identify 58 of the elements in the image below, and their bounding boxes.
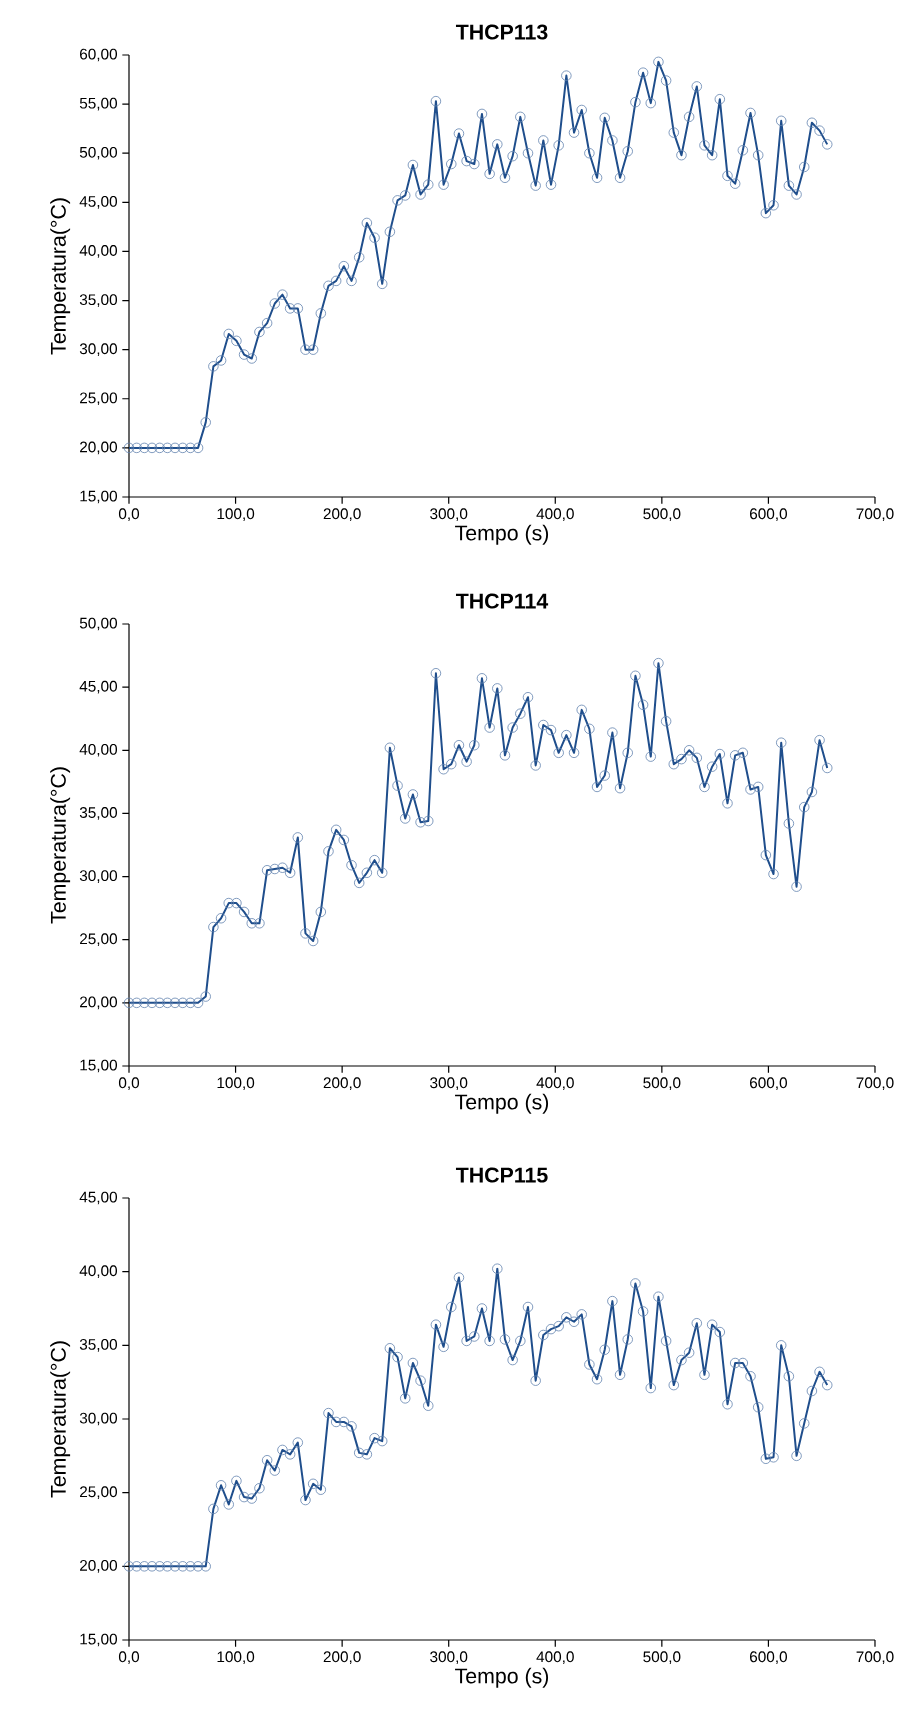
x-tick-label: 200,0 [323,508,361,522]
y-tick-label: 25,00 [80,392,118,406]
x-tick-label: 300,0 [430,1077,468,1091]
x-tick-label: 200,0 [323,1651,361,1665]
y-axis-title: Temperatura(°C) [50,198,71,355]
x-tick-label: 500,0 [643,1651,681,1665]
x-tick-label: 400,0 [536,1077,574,1091]
x-tick-label: 600,0 [750,508,787,522]
y-tick-label: 40,00 [79,1265,118,1278]
x-tick-label: 700,0 [856,1077,894,1091]
y-tick-label: 15,00 [80,1059,118,1073]
x-tick-label: 100,0 [217,1651,255,1665]
x-tick-label: 200,0 [323,1077,361,1091]
x-tick-label: 100,0 [217,508,255,522]
y-axis-title: Temperatura(°C) [50,1341,71,1498]
chart-title: THCP115 [455,1167,548,1183]
y-axis-title: Temperatura(°C) [50,767,71,924]
y-tick-label: 40,00 [79,245,118,258]
x-axis-title: Tempo (s) [455,1667,549,1688]
y-tick-label: 50,00 [79,617,118,631]
x-tick-label: 500,0 [643,1077,681,1091]
y-tick-label: 55,00 [79,97,118,111]
y-tick-label: 15,00 [80,1633,118,1647]
x-tick-label: 0,0 [118,1077,140,1091]
x-tick-label: 0,0 [118,508,140,522]
x-tick-label: 400,0 [536,1651,574,1665]
y-tick-label: 30,00 [79,870,118,883]
x-tick-label: 700,0 [856,1651,894,1665]
x-tick-label: 100,0 [217,1077,255,1091]
y-tick-label: 50,00 [79,146,118,160]
x-tick-label: 500,0 [643,508,681,522]
y-tick-label: 15,00 [80,490,118,504]
x-axis-title: Tempo (s) [455,1093,549,1114]
x-tick-label: 0,0 [118,1651,140,1665]
y-tick-label: 30,00 [79,343,118,356]
chart-title: THCP113 [455,24,548,40]
y-tick-label: 30,00 [79,1412,118,1426]
y-tick-label: 45,00 [79,1191,118,1205]
x-tick-label: 300,0 [430,508,468,522]
x-tick-label: 700,0 [856,508,894,522]
y-tick-label: 35,00 [79,807,118,820]
chart-title: THCP114 [455,593,549,609]
y-tick-label: 35,00 [79,294,118,307]
x-tick-label: 400,0 [536,508,574,522]
y-tick-label: 40,00 [79,743,118,757]
x-axis-title: Tempo (s) [455,524,549,545]
x-tick-label: 300,0 [430,1651,468,1665]
y-tick-label: 20,00 [80,1559,118,1573]
y-tick-label: 35,00 [79,1338,118,1352]
y-tick-label: 45,00 [79,195,118,209]
y-tick-label: 60,00 [80,48,118,62]
y-tick-label: 20,00 [80,996,118,1010]
x-tick-label: 600,0 [750,1651,787,1665]
y-tick-label: 45,00 [79,680,118,694]
y-tick-label: 20,00 [80,441,118,455]
y-tick-label: 25,00 [80,933,118,947]
y-tick-label: 25,00 [80,1486,118,1499]
x-tick-label: 600,0 [750,1077,787,1091]
